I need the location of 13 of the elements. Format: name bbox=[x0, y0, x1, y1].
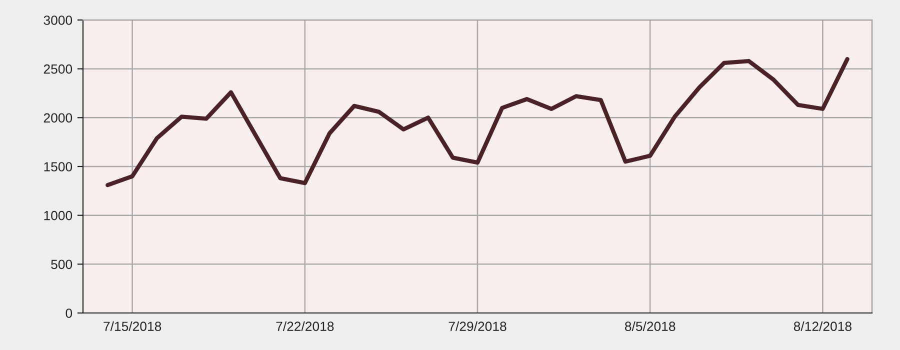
y-tick-label: 2000 bbox=[44, 113, 72, 123]
x-tick-label: 8/5/2018 bbox=[624, 321, 676, 332]
y-tick-label: 2500 bbox=[44, 64, 72, 74]
y-tick-label: 1000 bbox=[44, 210, 72, 220]
y-tick-label: 3000 bbox=[44, 16, 72, 25]
x-tick-label: 7/22/2018 bbox=[276, 321, 334, 332]
x-tick-label: 7/29/2018 bbox=[448, 321, 506, 332]
x-tick-label: 8/12/2018 bbox=[794, 321, 852, 332]
y-tick-label: 1500 bbox=[44, 162, 72, 172]
line-series bbox=[106, 56, 850, 188]
y-tick-label: 500 bbox=[51, 260, 72, 270]
y-tick-label: 0 bbox=[66, 308, 72, 318]
x-tick-label: 7/15/2018 bbox=[104, 321, 162, 332]
